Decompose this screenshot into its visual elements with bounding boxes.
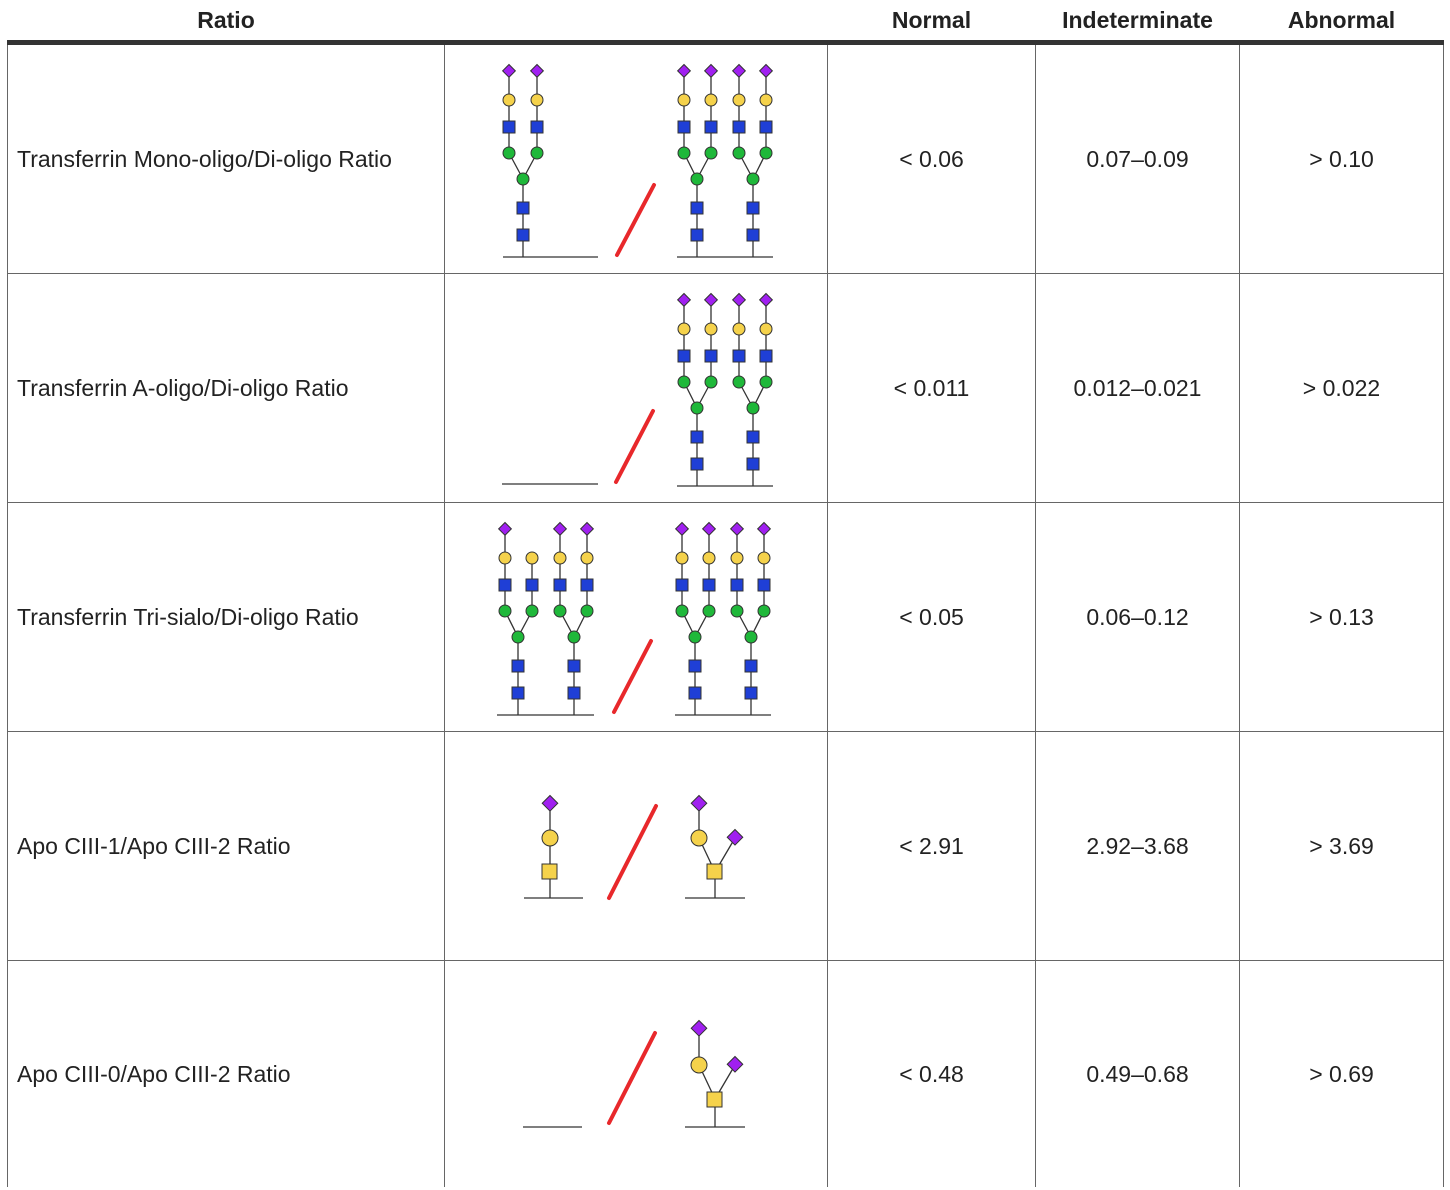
ratio-slash (615, 183, 656, 257)
ratio-label: Transferrin Mono-oligo/Di-oligo Ratio (7, 42, 445, 274)
header-image (444, 0, 828, 45)
indeterminate-value: 0.012–0.021 (1035, 273, 1240, 503)
normal-value: < 0.011 (827, 273, 1036, 503)
glycan-diagram (524, 794, 745, 900)
header-ratio: Ratio (7, 0, 445, 45)
normal-value: < 0.06 (827, 42, 1036, 274)
table-row: Transferrin Tri-sialo/Di-oligo Ratio (7, 502, 1444, 732)
ratio-slash (607, 804, 658, 900)
header-row: Ratio Normal Indeterminate Abnormal (7, 0, 1444, 45)
table-row: Transferrin A-oligo/Di-oligo Ratio (7, 273, 1444, 503)
abnormal-value: > 0.13 (1239, 502, 1444, 732)
ratio-label: Apo CIII-0/Apo CIII-2 Ratio (7, 960, 445, 1187)
glycan-ratio-image (444, 731, 828, 961)
numerator-glycan-apo-ciii-1 (524, 794, 583, 899)
denominator-glycan-apo-ciii-2 (685, 794, 745, 899)
ratio-slash (607, 1031, 657, 1125)
glycan-diagram (523, 1019, 745, 1128)
ratio-label: Transferrin A-oligo/Di-oligo Ratio (7, 273, 445, 503)
indeterminate-value: 0.06–0.12 (1035, 502, 1240, 732)
numerator-glycan-tri-sialo (497, 521, 595, 716)
glycan-diagram (502, 292, 774, 487)
ratio-label: Apo CIII-1/Apo CIII-2 Ratio (7, 731, 445, 961)
glycan-ratio-image (444, 42, 828, 274)
header-normal: Normal (827, 0, 1036, 45)
indeterminate-value: 0.49–0.68 (1035, 960, 1240, 1187)
normal-value: < 0.05 (827, 502, 1036, 732)
abnormal-value: > 0.69 (1239, 960, 1444, 1187)
normal-value: < 2.91 (827, 731, 1036, 961)
indeterminate-value: 0.07–0.09 (1035, 42, 1240, 274)
normal-value: < 0.48 (827, 960, 1036, 1187)
denominator-glycan-di-oligo (676, 292, 774, 487)
ratio-slash (614, 409, 655, 484)
glycan-ratio-image (444, 273, 828, 503)
ratio-label: Transferrin Tri-sialo/Di-oligo Ratio (7, 502, 445, 732)
abnormal-value: > 3.69 (1239, 731, 1444, 961)
glycan-ratio-image (444, 502, 828, 732)
ratio-table: Ratio Normal Indeterminate Abnormal Tran… (7, 0, 1444, 1187)
table-row: Apo CIII-0/Apo CIII-2 Ratio (7, 960, 1444, 1187)
glycan-diagram (497, 521, 772, 716)
denominator-glycan-di-oligo (676, 63, 774, 258)
indeterminate-value: 2.92–3.68 (1035, 731, 1240, 961)
numerator-glycan-mono-oligo (501, 63, 598, 258)
abnormal-value: > 0.022 (1239, 273, 1444, 503)
table-row: Apo CIII-1/Apo CIII-2 Ratio (7, 731, 1444, 961)
table-row: Transferrin Mono-oligo/Di-oligo Ratio (7, 42, 1444, 274)
denominator-glycan-apo-ciii-2 (685, 1019, 745, 1128)
abnormal-value: > 0.10 (1239, 42, 1444, 274)
header-indeterminate: Indeterminate (1035, 0, 1240, 45)
glycan-diagram (501, 63, 774, 258)
header-abnormal: Abnormal (1239, 0, 1444, 45)
denominator-glycan-di-oligo (674, 521, 772, 716)
ratio-slash (612, 639, 653, 714)
glycan-ratio-image (444, 960, 828, 1187)
